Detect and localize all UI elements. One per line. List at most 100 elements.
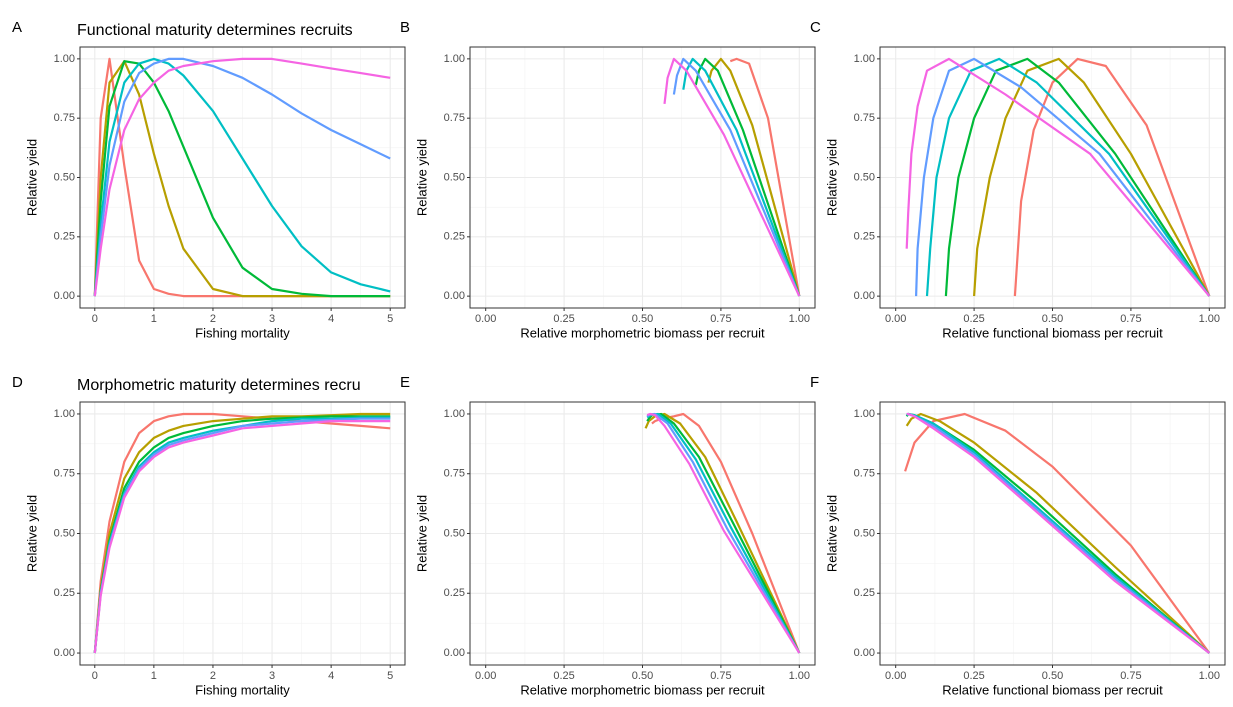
y-tick-label: 0.75: [54, 468, 75, 480]
y-tick-label: 0.00: [444, 290, 465, 302]
y-axis-title: Relative yield: [414, 495, 429, 572]
y-tick-label: 0.75: [854, 468, 875, 480]
x-tick-label: 0.75: [710, 670, 731, 682]
y-tick-label: 0.25: [54, 231, 75, 243]
panel-border: [79, 46, 406, 309]
series-line: [973, 57, 1211, 297]
x-tick-label: 2: [210, 670, 216, 682]
x-tick-label: 0.00: [885, 313, 906, 325]
y-tick-label: 0.00: [444, 647, 465, 659]
x-tick-label: 1: [151, 670, 157, 682]
x-tick-label: 5: [387, 313, 393, 325]
series-line: [93, 57, 391, 297]
x-axis-title: Relative morphometric biomass per recrui…: [520, 325, 765, 340]
y-tick-label: 0.75: [854, 112, 875, 124]
x-tick-label: 0.25: [963, 670, 984, 682]
y-tick-label: 0.00: [54, 290, 75, 302]
y-axis-title: Relative yield: [824, 139, 839, 216]
series-line: [93, 420, 391, 654]
y-tick-label: 0.50: [854, 527, 875, 539]
series-line: [925, 57, 1211, 297]
series-line: [1013, 57, 1211, 297]
x-tick-label: 1.00: [1199, 313, 1220, 325]
series-line: [904, 412, 1211, 654]
y-tick-label: 0.25: [444, 231, 465, 243]
series-line: [729, 57, 801, 297]
series-line: [651, 412, 801, 654]
series-line: [707, 57, 801, 297]
panel-label: A: [12, 19, 22, 36]
y-tick-label: 1.00: [54, 53, 75, 65]
y-tick-label: 1.00: [444, 408, 465, 420]
x-tick-label: 0.00: [885, 670, 906, 682]
x-tick-label: 0.25: [963, 313, 984, 325]
x-tick-label: 4: [328, 313, 334, 325]
y-tick-label: 0.25: [854, 587, 875, 599]
x-tick-label: 4: [328, 670, 334, 682]
y-tick-label: 0.50: [444, 527, 465, 539]
x-tick-label: 0.75: [1120, 670, 1141, 682]
panel-border: [879, 401, 1226, 666]
x-tick-label: 0.50: [1042, 670, 1063, 682]
series-line: [915, 57, 1211, 297]
y-tick-label: 0.00: [854, 290, 875, 302]
y-tick-label: 0.50: [54, 171, 75, 183]
panel-label: E: [400, 374, 410, 391]
y-axis-title: Relative yield: [24, 495, 39, 572]
x-tick-label: 0.25: [553, 313, 574, 325]
y-tick-label: 0.00: [54, 647, 75, 659]
x-tick-label: 2: [210, 313, 216, 325]
panel-label: B: [400, 19, 410, 36]
series-line: [93, 60, 391, 298]
series-line: [93, 57, 391, 297]
series-line: [944, 57, 1211, 297]
y-axis-title: Relative yield: [24, 139, 39, 216]
y-tick-label: 1.00: [444, 53, 465, 65]
series-line: [646, 412, 801, 654]
y-tick-label: 0.75: [54, 112, 75, 124]
y-tick-label: 0.50: [854, 171, 875, 183]
y-tick-label: 1.00: [854, 53, 875, 65]
x-tick-label: 0.50: [1042, 313, 1063, 325]
x-tick-label: 0.00: [475, 670, 496, 682]
series-line: [682, 57, 801, 297]
panel-label: D: [12, 374, 23, 391]
x-tick-label: 5: [387, 670, 393, 682]
series-line: [905, 57, 1211, 297]
series-line: [646, 412, 801, 654]
series-line: [906, 412, 1210, 654]
series-line: [93, 412, 391, 654]
y-tick-label: 0.25: [54, 587, 75, 599]
x-tick-label: 1.00: [1199, 670, 1220, 682]
y-tick-label: 0.25: [444, 587, 465, 599]
x-axis-title: Relative functional biomass per recruit: [942, 682, 1163, 697]
panel-border: [879, 46, 1226, 309]
y-tick-label: 1.00: [54, 408, 75, 420]
x-tick-label: 0: [92, 313, 98, 325]
x-tick-label: 1: [151, 313, 157, 325]
y-tick-label: 0.00: [854, 647, 875, 659]
x-tick-label: 3: [269, 313, 275, 325]
y-tick-label: 0.50: [444, 171, 465, 183]
panel-label: C: [810, 19, 821, 36]
series-line: [694, 57, 801, 297]
x-tick-label: 0: [92, 670, 98, 682]
x-tick-label: 0.50: [632, 313, 653, 325]
panel-border: [79, 401, 406, 666]
x-axis-title: Fishing mortality: [195, 325, 290, 340]
x-tick-label: 3: [269, 670, 275, 682]
y-tick-label: 0.50: [54, 527, 75, 539]
x-tick-label: 0.00: [475, 313, 496, 325]
series-line: [672, 57, 801, 297]
series-line: [93, 57, 391, 297]
x-tick-label: 0.75: [1120, 313, 1141, 325]
x-axis-title: Relative functional biomass per recruit: [942, 325, 1163, 340]
y-tick-label: 0.75: [444, 112, 465, 124]
panel-border: [469, 46, 816, 309]
x-tick-label: 0.25: [553, 670, 574, 682]
panel-label: F: [810, 374, 819, 391]
x-tick-label: 0.50: [632, 670, 653, 682]
panel-title: Functional maturity determines recruits: [77, 22, 353, 39]
y-axis-title: Relative yield: [414, 139, 429, 216]
